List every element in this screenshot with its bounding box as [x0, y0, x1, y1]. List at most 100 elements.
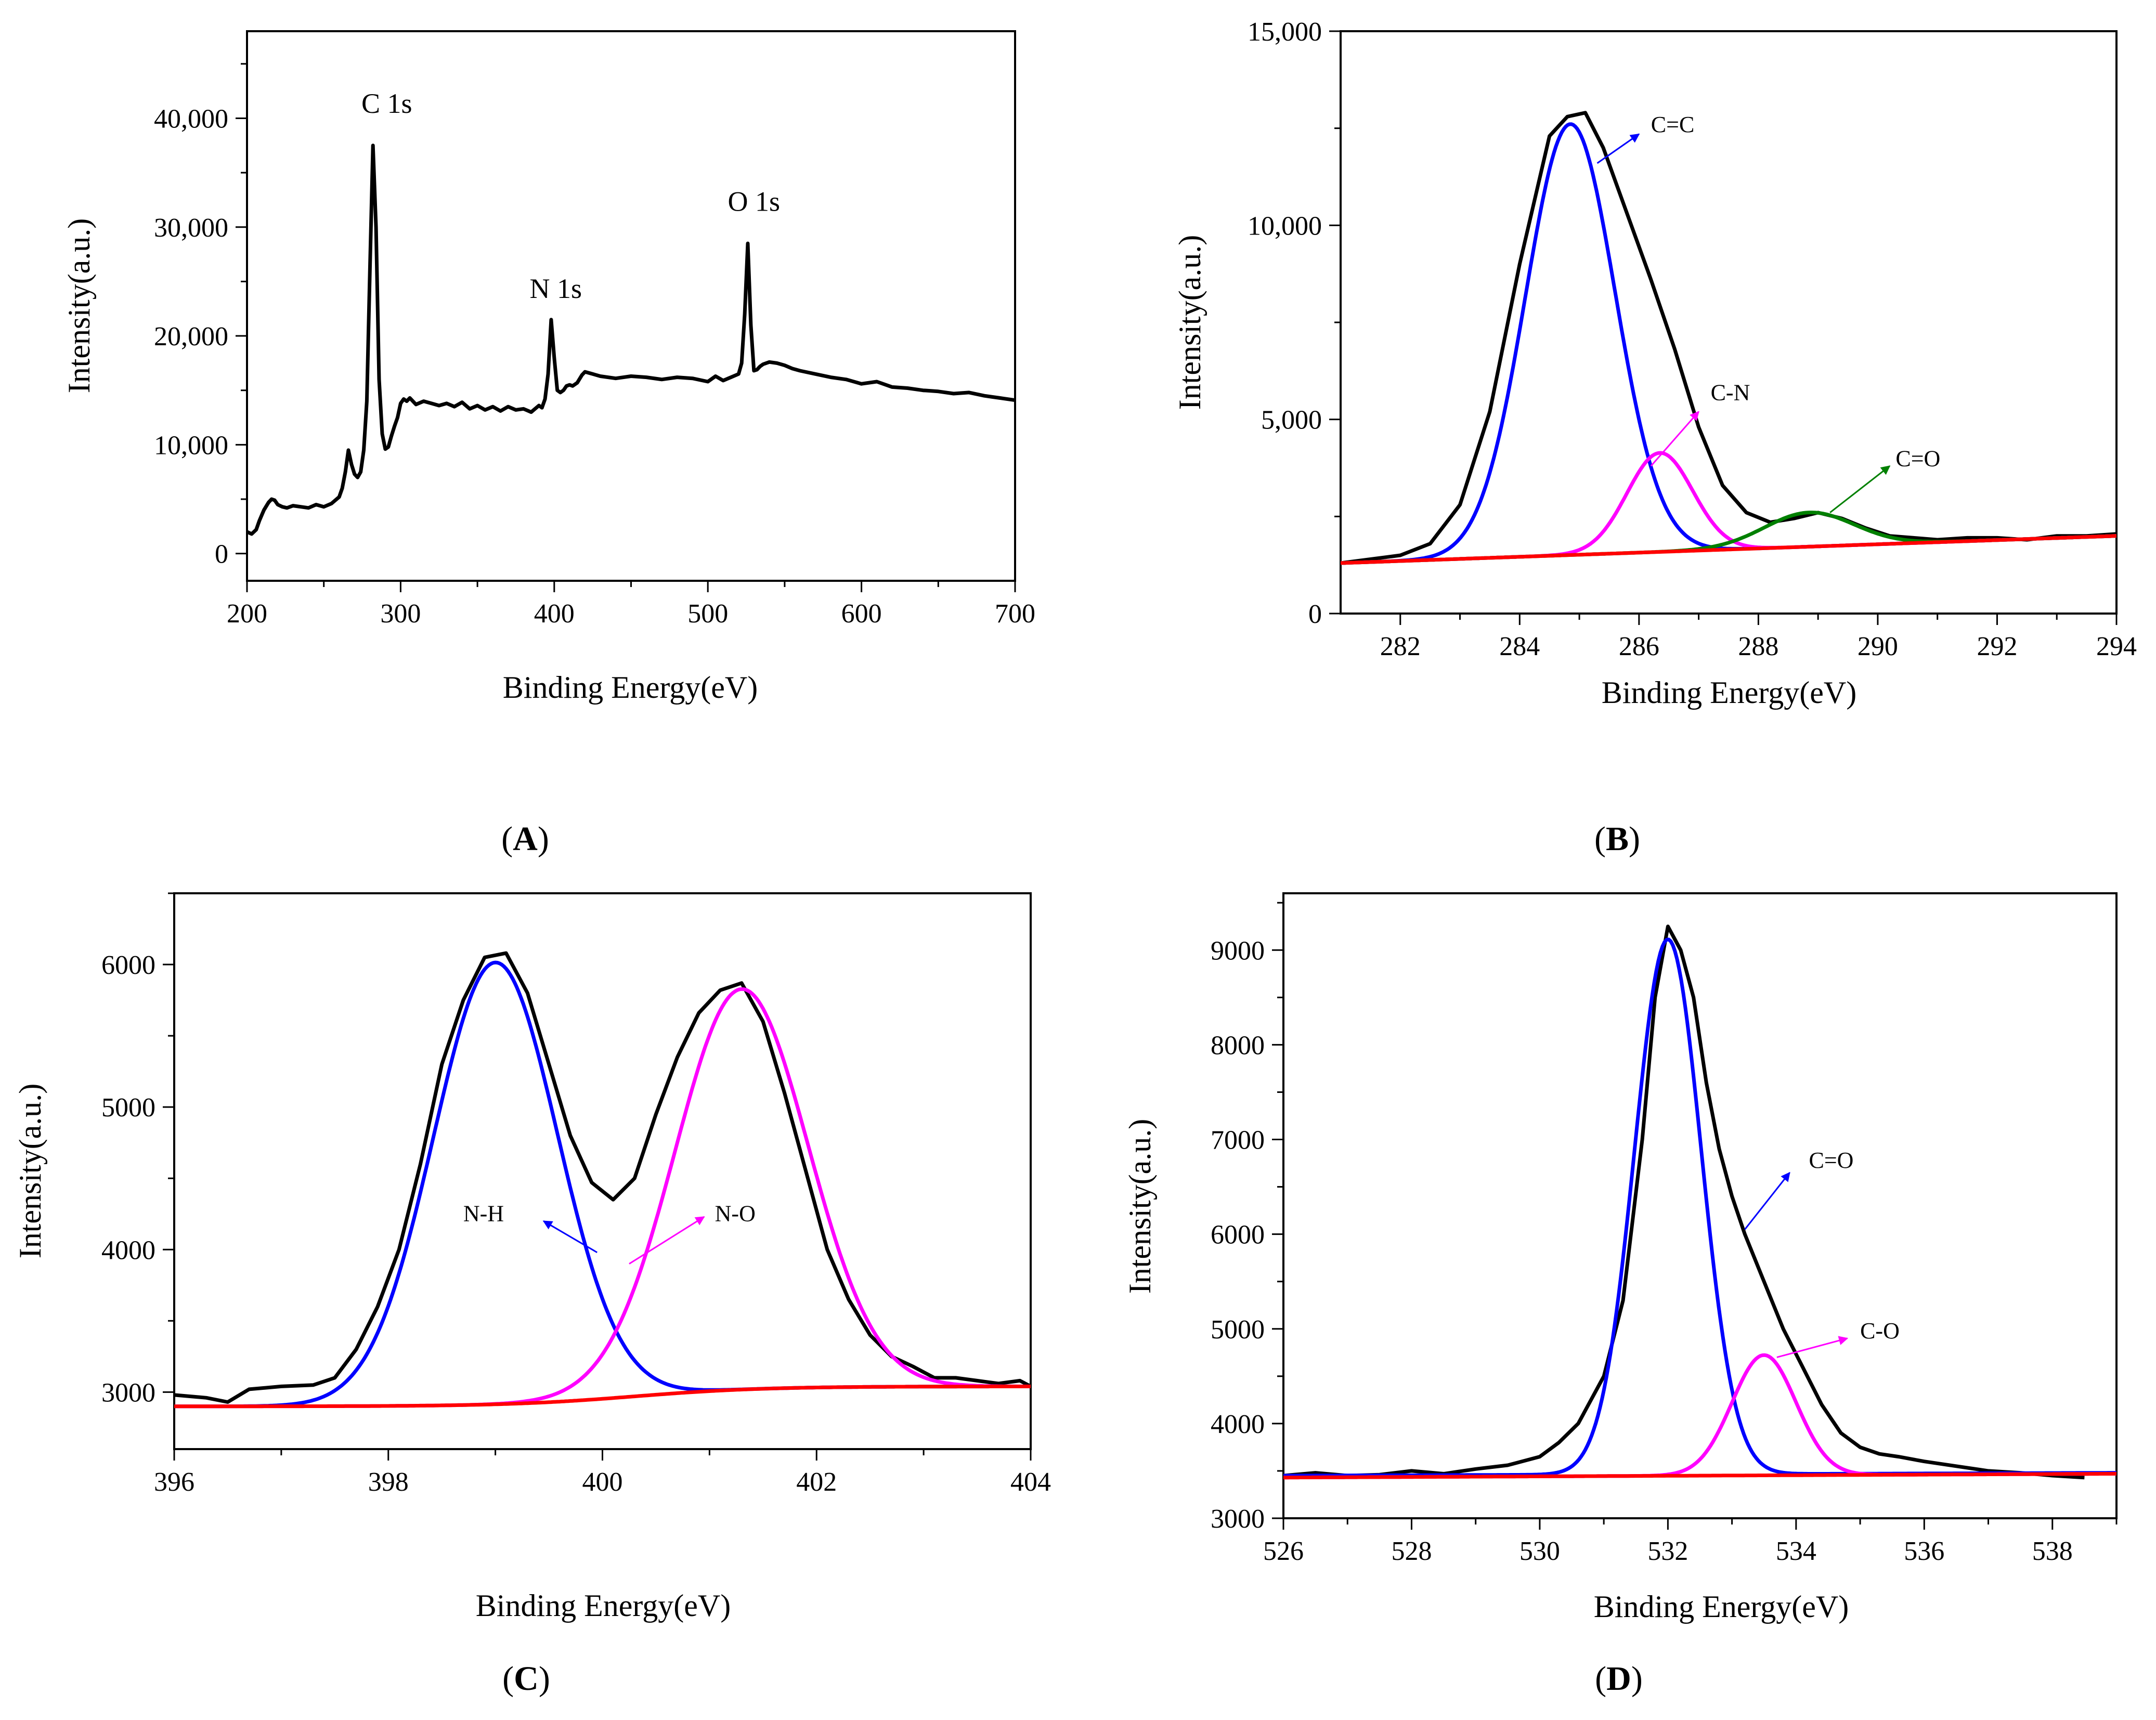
series-line-n-o: [174, 987, 1031, 1409]
y-tick-label: 4000: [1211, 1410, 1265, 1439]
annotation-arrow: [1596, 133, 1640, 164]
x-tick-label: 600: [841, 599, 882, 629]
annotation-arrow: [1776, 1336, 1849, 1358]
caption-letter: D: [1606, 1660, 1631, 1698]
caption-open: (: [1595, 1660, 1606, 1698]
peak-annotation: N-O: [715, 1201, 756, 1226]
series-line-baseline: [1341, 534, 2116, 565]
annotation-arrow: [542, 1220, 598, 1254]
series-line-measured: [1341, 111, 2116, 565]
x-tick-label: 290: [1858, 632, 1898, 661]
y-tick-label: 5000: [1211, 1315, 1265, 1345]
panel-caption: (B): [1594, 820, 1640, 858]
x-tick-label: 284: [1499, 632, 1540, 661]
panel-d: 526 528 530 532 534 536 538 3000 4000 5000 6000 700…: [1123, 892, 2118, 1698]
caption-close: ): [539, 1660, 550, 1698]
peak-annotation: C=C: [1651, 112, 1695, 137]
panel-caption: (A): [501, 820, 549, 858]
caption-close: ): [1629, 820, 1640, 858]
y-tick-label: 10,000: [1248, 211, 1322, 241]
plot-area: [1283, 924, 2116, 1480]
panel-b: 282 284 286 288 290 292 294 0 5,000 10,000 15,000 B…: [1173, 17, 2137, 858]
y-axis-label: Intensity(a.u.): [62, 218, 96, 394]
peak-annotation: O 1s: [728, 186, 781, 217]
annotation-arrow: [1650, 411, 1699, 467]
x-axis-label: Binding Energy(eV): [503, 670, 758, 705]
panel-c: 396 398 400 402 404 3000 4000 5000 6000 Binding E…: [13, 892, 1051, 1698]
peak-annotation: C 1s: [361, 88, 412, 119]
panel-caption: (D): [1595, 1660, 1643, 1698]
y-tick-label: 5,000: [1261, 406, 1322, 435]
caption-letter: C: [514, 1660, 539, 1698]
y-tick-label: 15,000: [1248, 17, 1322, 47]
x-tick-label: 288: [1738, 632, 1778, 661]
x-tick-label: 300: [380, 599, 421, 629]
caption-letter: B: [1606, 820, 1629, 858]
x-tick-label: 282: [1380, 632, 1421, 661]
caption-letter: A: [513, 820, 538, 858]
x-tick-label: 398: [368, 1467, 409, 1497]
x-axis-label: Binding Energy(eV): [476, 1588, 731, 1623]
series-line-c-o: [1283, 937, 2116, 1478]
y-tick-label: 5000: [101, 1093, 155, 1123]
peak-annotation: C-N: [1711, 380, 1750, 405]
peak-annotation: N-H: [463, 1201, 504, 1226]
y-tick-label: 9000: [1211, 936, 1265, 966]
caption-open: (: [1594, 820, 1606, 858]
series-line-baseline: [174, 1385, 1031, 1409]
y-tick-label: 3000: [1211, 1504, 1265, 1534]
y-tick-label: 40,000: [154, 104, 228, 134]
x-tick-label: 286: [1619, 632, 1659, 661]
y-tick-label: 8000: [1211, 1031, 1265, 1060]
y-tick-label: 6000: [1211, 1220, 1265, 1250]
plot-area: [1341, 111, 2116, 565]
x-tick-label: 700: [995, 599, 1035, 629]
caption-close: ): [1631, 1660, 1643, 1698]
y-tick-label: 7000: [1211, 1126, 1265, 1155]
y-tick-label: 0: [1308, 600, 1322, 629]
plot-area: [174, 951, 1031, 1409]
x-tick-label: 294: [2096, 632, 2137, 661]
annotation-arrow: [629, 1216, 705, 1265]
caption-close: ): [538, 820, 549, 858]
panel-caption: (C): [502, 1660, 550, 1698]
series-line-survey: [247, 144, 1015, 536]
caption-open: (: [502, 1660, 514, 1698]
annotation-arrow: [1744, 1171, 1790, 1230]
peak-annotation: C=O: [1809, 1148, 1853, 1173]
y-tick-label: 0: [215, 540, 228, 569]
x-tick-label: 404: [1010, 1467, 1051, 1497]
y-tick-label: 20,000: [154, 322, 228, 351]
plot-area: [247, 144, 1015, 536]
x-tick-label: 528: [1391, 1536, 1432, 1566]
x-tick-label: 396: [154, 1467, 194, 1497]
x-tick-label: 538: [2032, 1536, 2073, 1566]
plot-frame: [1340, 30, 2118, 615]
x-tick-label: 402: [796, 1467, 837, 1497]
peak-annotation: C=O: [1895, 446, 1940, 471]
series-line-measured: [174, 951, 1031, 1404]
series-line-measured: [1283, 924, 2085, 1480]
x-tick-label: 292: [1977, 632, 2017, 661]
panel-a: 200 300 400 500 600 700 0 10,000 20,000 30,000 40,…: [62, 30, 1035, 858]
x-tick-label: 534: [1776, 1536, 1816, 1566]
y-tick-label: 6000: [101, 950, 155, 980]
x-axis-label: Binding Energy(eV): [1594, 1589, 1849, 1624]
series-line-n-h: [174, 960, 1031, 1409]
x-axis-label: Binding Energy(eV): [1602, 675, 1856, 710]
peak-annotation: N 1s: [529, 273, 582, 304]
caption-open: (: [501, 820, 513, 858]
x-tick-label: 530: [1519, 1536, 1560, 1566]
x-tick-label: 400: [534, 599, 575, 629]
x-tick-label: 500: [687, 599, 728, 629]
y-tick-label: 10,000: [154, 431, 228, 460]
y-tick-label: 30,000: [154, 213, 228, 243]
x-tick-label: 526: [1263, 1536, 1304, 1566]
x-tick-label: 400: [582, 1467, 623, 1497]
y-axis-label: Intensity(a.u.): [1173, 235, 1207, 410]
x-tick-label: 536: [1904, 1536, 1944, 1566]
y-tick-label: 4000: [101, 1235, 155, 1265]
plot-frame: [1282, 892, 2118, 1519]
y-axis-label: Intensity(a.u.): [1123, 1119, 1157, 1294]
